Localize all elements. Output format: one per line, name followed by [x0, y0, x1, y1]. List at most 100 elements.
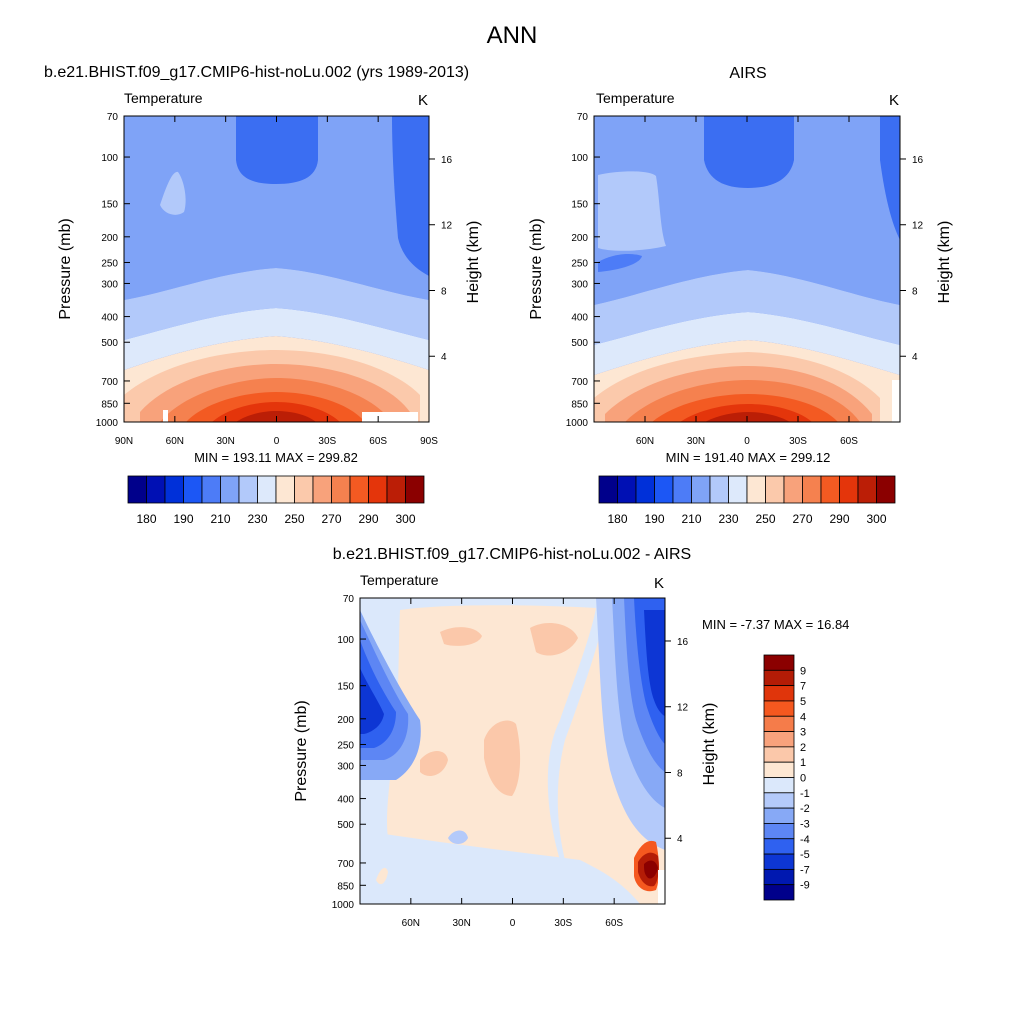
height-tick-label: 12: [441, 221, 453, 232]
pressure-tick-label: 850: [101, 399, 118, 410]
colorbar-box: [691, 475, 711, 504]
pressure-tick-label: 100: [101, 153, 118, 164]
colorbar-box: [672, 475, 692, 504]
latitude-tick-label: 30S: [318, 436, 336, 447]
colorbar-box: [617, 475, 637, 504]
colorbar-box: [220, 475, 240, 504]
panel-obs-stats: MIN = 191.40 MAX = 299.12: [666, 450, 831, 465]
colorbar-label: 9: [800, 665, 806, 677]
latitude-tick-label: 60S: [369, 436, 387, 447]
colorbar-label: 300: [395, 512, 415, 526]
latitude-tick-label: 90S: [420, 436, 438, 447]
colorbar-box: [857, 475, 877, 504]
colorbar-box: [164, 475, 184, 504]
pressure-tick-label: 700: [571, 377, 588, 388]
colorbar-box: [386, 475, 406, 504]
panel-diff-field: [360, 598, 665, 904]
colorbar-box: [763, 792, 795, 809]
colorbar-label: 3: [800, 727, 806, 739]
colorbar-box: [635, 475, 655, 504]
colorbar-label: 290: [829, 512, 849, 526]
colorbar-box: [763, 685, 795, 702]
colorbar-label: 300: [866, 512, 886, 526]
panel-model-colorbar: 180 190 210 230 250 270 290 300: [127, 475, 425, 526]
colorbar-box: [728, 475, 748, 504]
latitude-tick-label: 60S: [605, 918, 623, 929]
pressure-tick-label: 100: [571, 153, 588, 164]
colorbar-box: [146, 475, 166, 504]
colorbar-box: [763, 777, 795, 794]
latitude-tick-label: 0: [510, 918, 516, 929]
colorbar-label: 270: [321, 512, 341, 526]
colorbar-label: 5: [800, 696, 806, 708]
colorbar-label: 210: [681, 512, 701, 526]
panel-obs-variable: Temperature: [596, 90, 675, 106]
pressure-tick-label: 1000: [332, 900, 355, 911]
colorbar-box: [763, 746, 795, 763]
colorbar-box: [839, 475, 859, 504]
colorbar-label: 7: [800, 681, 806, 693]
latitude-tick-label: 30N: [452, 918, 470, 929]
pressure-tick-label: 500: [337, 820, 354, 831]
panel-obs-title: AIRS: [729, 65, 766, 82]
colorbar-box: [183, 475, 203, 504]
colorbar-label: 230: [718, 512, 738, 526]
panel-model-units: K: [418, 92, 428, 109]
pressure-tick-label: 250: [571, 258, 588, 269]
pressure-tick-label: 70: [343, 594, 355, 605]
pressure-tick-label: 400: [101, 313, 118, 324]
panel-diff-title: b.e21.BHIST.f09_g17.CMIP6-hist-noLu.002 …: [333, 546, 691, 563]
colorbar-box: [763, 884, 795, 901]
colorbar-label: 210: [210, 512, 230, 526]
panel-obs-units: K: [889, 92, 899, 109]
height-tick-label: 12: [677, 703, 689, 714]
height-tick-label: 4: [677, 834, 683, 845]
colorbar-label: -3: [800, 818, 810, 830]
panel-diff-units: K: [654, 575, 664, 592]
colorbar-box: [201, 475, 221, 504]
height-tick-label: 8: [677, 768, 683, 779]
panel-model-y2label: Height (km): [465, 221, 482, 304]
colorbar-box: [763, 807, 795, 824]
colorbar-box: [763, 761, 795, 778]
colorbar-box: [763, 823, 795, 840]
pressure-tick-label: 400: [337, 795, 354, 806]
colorbar-label: 0: [800, 773, 806, 785]
pressure-tick-label: 1000: [566, 418, 589, 429]
colorbar-box: [765, 475, 785, 504]
colorbar-box: [331, 475, 351, 504]
height-tick-label: 4: [441, 352, 447, 363]
colorbar-box: [820, 475, 840, 504]
panel-model-title: b.e21.BHIST.f09_g17.CMIP6-hist-noLu.002 …: [44, 64, 469, 81]
colorbar-label: -5: [800, 849, 810, 861]
colorbar-label: 190: [644, 512, 664, 526]
colorbar-label: 250: [755, 512, 775, 526]
colorbar-box: [876, 475, 896, 504]
pressure-tick-label: 300: [571, 279, 588, 290]
colorbar-box: [598, 475, 618, 504]
colorbar-box: [312, 475, 332, 504]
pressure-tick-label: 850: [571, 399, 588, 410]
pressure-tick-label: 70: [107, 112, 119, 123]
panel-diff-y2label: Height (km): [701, 703, 718, 786]
colorbar-label: 230: [247, 512, 267, 526]
panel-diff-colorbar: 9 7 5 4 3 2 1 0 -1 -2 -3 -4 -5 -7 -9: [763, 654, 810, 901]
panel-obs-field: [594, 116, 900, 422]
colorbar-box: [763, 700, 795, 717]
panel-obs: AIRS Temperature K 70 100 150 200 250 300 400 5…: [528, 65, 953, 526]
panel-diff-stats: MIN = -7.37 MAX = 16.84: [702, 617, 849, 632]
latitude-tick-label: 30N: [216, 436, 234, 447]
colorbar-box: [763, 853, 795, 870]
panel-obs-y2label: Height (km): [936, 221, 953, 304]
height-tick-label: 16: [912, 155, 924, 166]
latitude-tick-label: 0: [744, 436, 750, 447]
panel-obs-colorbar: 180 190 210 230 250 270 290 300: [598, 475, 896, 526]
pressure-tick-label: 500: [571, 338, 588, 349]
pressure-tick-label: 1000: [96, 418, 119, 429]
colorbar-label: 250: [284, 512, 304, 526]
colorbar-label: 1: [800, 757, 806, 769]
latitude-tick-label: 30N: [687, 436, 705, 447]
colorbar-box: [275, 475, 295, 504]
colorbar-label: 190: [173, 512, 193, 526]
pressure-tick-label: 850: [337, 881, 354, 892]
